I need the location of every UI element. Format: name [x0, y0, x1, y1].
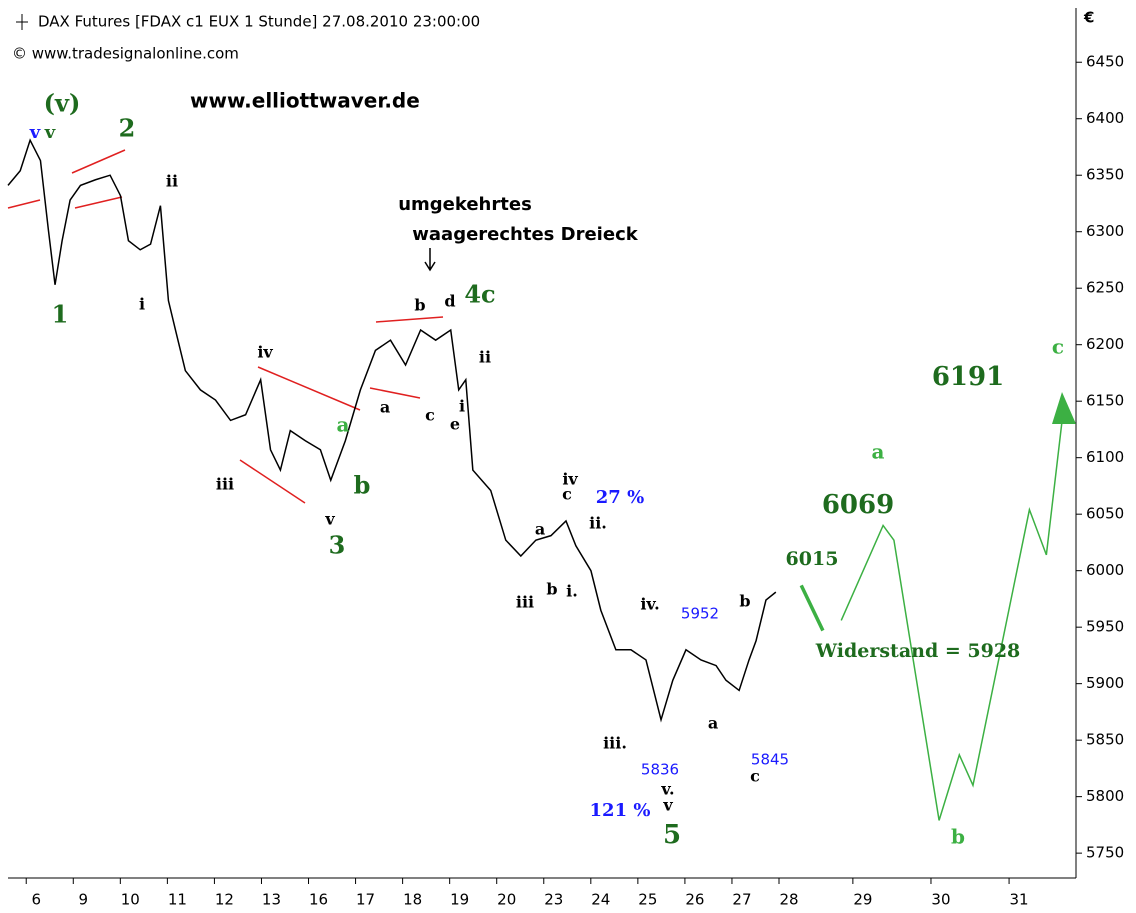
y-tick-label: 5750 [1086, 844, 1124, 862]
arrow-head [1052, 392, 1076, 424]
wave-label: a [872, 440, 885, 464]
wave-label: a [337, 413, 350, 437]
y-tick-label: 6350 [1086, 166, 1124, 184]
wave-label: 5952 [681, 605, 719, 623]
x-tick-label: 30 [931, 891, 950, 909]
source: © www.tradesignalonline.com [12, 45, 239, 63]
wave-label: iv [257, 343, 273, 362]
wave-label: b [951, 825, 965, 849]
wave-label: ii. [589, 514, 607, 533]
wave-label: 2 [119, 114, 136, 143]
wave-label: Widerstand = 5928 [815, 640, 1021, 662]
x-tick-label: 16 [309, 891, 328, 909]
y-tick-label: 6400 [1086, 109, 1124, 127]
wave-label: 121 % [590, 800, 651, 821]
wave-label: c [425, 406, 435, 425]
x-tick-label: 24 [591, 891, 610, 909]
x-tick-label: 20 [497, 891, 516, 909]
wave-label: umgekehrtes [398, 194, 532, 215]
x-tick-label: 9 [79, 891, 89, 909]
wave-label: c [750, 767, 760, 786]
wave-label: 5 [663, 820, 681, 850]
wave-label: ii [166, 172, 178, 191]
wave-label: 6191 [932, 362, 1004, 392]
wave-label: b [546, 580, 557, 599]
wave-label: iii. [603, 734, 627, 753]
wave-label: c [1052, 335, 1064, 359]
wave-label: 1 [52, 300, 69, 329]
y-tick-label: 5900 [1086, 674, 1124, 692]
cursor-icon [16, 14, 28, 30]
wave-label: (v) [44, 89, 81, 118]
y-tick-label: 5950 [1086, 618, 1124, 636]
x-tick-label: 27 [732, 891, 751, 909]
chart-title: DAX Futures [FDAX c1 EUX 1 Stunde] 27.08… [38, 13, 480, 31]
x-tick-label: 10 [121, 891, 140, 909]
wave-label: 5845 [751, 751, 789, 769]
wave-label: 4c [464, 280, 495, 309]
watermark: www.elliottwaver.de [190, 89, 420, 113]
wave-label: v [44, 122, 56, 143]
x-tick-label: 12 [215, 891, 234, 909]
trend-lines [7, 149, 444, 504]
x-tick-label: 25 [638, 891, 657, 909]
wave-label: i [139, 295, 145, 314]
wave-label: 6069 [822, 490, 894, 520]
price-line [7, 138, 777, 723]
x-tick-label: 17 [356, 891, 375, 909]
y-tick-label: 6250 [1086, 279, 1124, 297]
x-tick-label: 19 [450, 891, 469, 909]
wave-label: 6015 [786, 548, 839, 570]
wave-label: iv. [640, 595, 659, 614]
arrow [424, 248, 436, 272]
y-tick-label: 6050 [1086, 505, 1124, 523]
y-tick-label: 5850 [1086, 731, 1124, 749]
x-tick-label: 6 [31, 891, 41, 909]
wave-label: iii [516, 593, 534, 612]
price-line [840, 410, 1065, 821]
wave-label: i [459, 397, 465, 416]
y-axis-label: € [1083, 9, 1094, 27]
y-tick-label: 5800 [1086, 787, 1124, 805]
x-tick-label: 31 [1010, 891, 1029, 909]
wave-label: b [414, 296, 425, 315]
x-tick-label: 18 [403, 891, 422, 909]
wave-label: i. [566, 582, 578, 601]
wave-label: v [662, 796, 673, 815]
wave-label: b [354, 471, 371, 500]
y-tick-label: 6450 [1086, 53, 1124, 71]
wave-label: a [535, 520, 545, 539]
wave-label: 3 [329, 531, 346, 560]
x-tick-label: 28 [779, 891, 798, 909]
wave-label: 5836 [641, 761, 679, 779]
wave-label: iv [562, 470, 578, 489]
y-tick-label: 6200 [1086, 335, 1124, 353]
x-tick-label: 13 [262, 891, 281, 909]
wave-label: a [380, 398, 390, 417]
wave-label: v [29, 122, 41, 143]
x-tick-label: 23 [544, 891, 563, 909]
wave-label: ii [479, 348, 491, 367]
wave-label: e [450, 415, 460, 434]
wave-label: d [444, 292, 455, 311]
y-tick-label: 6300 [1086, 222, 1124, 240]
wave-label: v [324, 510, 335, 529]
y-tick-label: 6150 [1086, 392, 1124, 410]
x-tick-label: 26 [685, 891, 704, 909]
y-tick-label: 6000 [1086, 561, 1124, 579]
wave-label: a [708, 714, 718, 733]
x-tick-label: 11 [168, 891, 187, 909]
wave-label: waagerechtes Dreieck [412, 224, 638, 245]
wave-label: 27 % [596, 487, 644, 508]
wave-label: c [562, 485, 572, 504]
x-tick-label: 29 [853, 891, 872, 909]
y-tick-label: 6100 [1086, 448, 1124, 466]
wave-label: iii [216, 475, 234, 494]
wave-label: v. [660, 780, 674, 799]
price-line [799, 584, 825, 632]
wave-label: b [739, 592, 750, 611]
